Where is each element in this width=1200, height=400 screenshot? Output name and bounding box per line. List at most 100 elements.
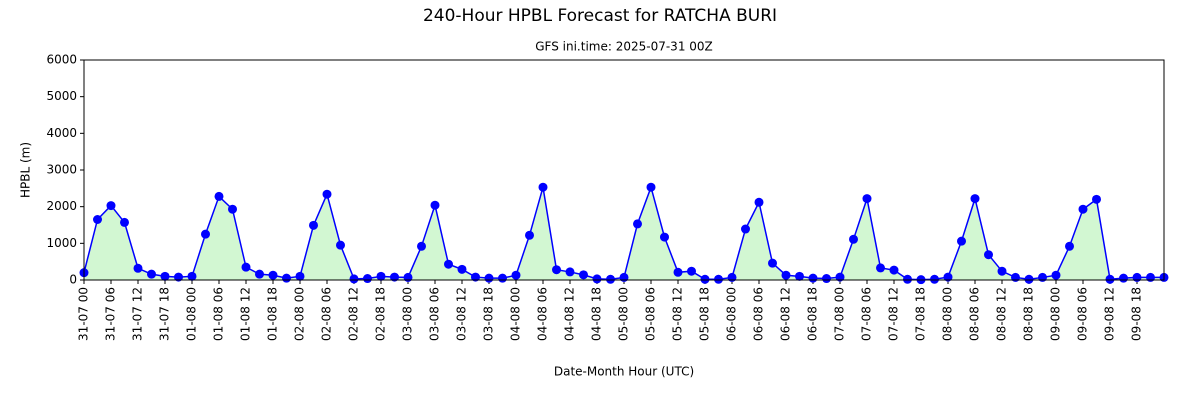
marker <box>673 267 683 277</box>
marker <box>903 274 912 284</box>
marker <box>1024 274 1034 284</box>
marker <box>403 272 413 282</box>
marker <box>1078 204 1088 214</box>
x-tick-label: 01-08 06 <box>212 287 226 341</box>
marker <box>768 258 777 268</box>
marker <box>295 271 305 281</box>
marker <box>444 259 453 269</box>
marker <box>133 263 143 273</box>
marker <box>268 270 278 280</box>
marker <box>228 204 237 214</box>
marker <box>363 274 372 284</box>
plot-frame <box>83 59 1165 281</box>
marker <box>147 269 156 279</box>
marker <box>781 270 791 280</box>
y-axis-label: HPBL (m) <box>19 142 33 198</box>
x-tick-label: 08-08 12 <box>995 287 1009 341</box>
x-tick-label: 04-08 00 <box>509 287 523 341</box>
x-tick-label: 06-08 12 <box>779 287 793 341</box>
x-tick-label: 31-07 12 <box>131 287 145 341</box>
y-tick-label: 0 <box>69 273 77 287</box>
marker <box>579 270 588 280</box>
marker <box>930 274 939 284</box>
x-tick-label: 04-08 06 <box>536 287 550 341</box>
marker <box>457 264 467 274</box>
marker <box>592 274 602 284</box>
marker <box>201 229 210 239</box>
marker <box>93 215 102 224</box>
chart-subtitle: GFS ini.time: 2025-07-31 00Z <box>535 40 713 54</box>
marker <box>876 263 885 273</box>
x-tick-label: 09-08 00 <box>1049 287 1063 341</box>
marker <box>660 232 669 242</box>
marker <box>1065 241 1074 251</box>
marker <box>120 217 129 227</box>
marker <box>525 230 534 240</box>
x-tick-label: 07-08 00 <box>833 287 847 341</box>
marker <box>633 219 642 229</box>
marker <box>957 236 966 246</box>
x-tick-label: 02-08 00 <box>293 287 307 341</box>
x-tick-label: 02-08 06 <box>320 287 334 341</box>
marker <box>808 273 818 283</box>
marker <box>565 267 575 277</box>
marker <box>322 189 332 199</box>
marker <box>835 272 845 282</box>
marker <box>484 273 494 283</box>
marker <box>174 272 183 282</box>
x-tick-label: 04-08 18 <box>590 287 604 341</box>
x-tick-label: 09-08 18 <box>1130 287 1144 341</box>
chart-title: 240-Hour HPBL Forecast for RATCHA BURI <box>423 6 777 26</box>
x-tick-label: 07-08 18 <box>914 287 928 341</box>
marker <box>795 271 804 281</box>
marker <box>349 274 359 284</box>
marker <box>1092 194 1101 204</box>
marker <box>727 272 737 282</box>
x-tick-label: 07-08 06 <box>860 287 874 341</box>
marker <box>943 272 953 282</box>
marker <box>538 182 548 192</box>
marker <box>1119 273 1128 283</box>
marker <box>606 274 615 284</box>
marker <box>376 271 386 281</box>
x-tick-label: 03-08 06 <box>428 287 442 341</box>
marker <box>471 272 480 282</box>
marker <box>889 265 899 275</box>
marker <box>498 273 507 283</box>
x-tick-label: 05-08 00 <box>617 287 631 341</box>
x-tick-label: 31-07 18 <box>158 287 172 341</box>
marker <box>390 272 399 282</box>
marker <box>714 274 723 284</box>
x-tick-label: 06-08 06 <box>752 287 766 341</box>
marker <box>241 262 251 272</box>
y-tick-label: 3000 <box>46 163 77 177</box>
marker <box>997 266 1007 276</box>
x-tick-label: 04-08 12 <box>563 287 577 341</box>
marker <box>849 234 858 244</box>
x-tick-label: 05-08 06 <box>644 287 658 341</box>
x-tick-label: 09-08 06 <box>1076 287 1090 341</box>
x-tick-label: 05-08 18 <box>698 287 712 341</box>
marker <box>741 224 750 234</box>
marker <box>511 270 521 280</box>
marker <box>309 220 318 230</box>
x-axis-label: Date-Month Hour (UTC) <box>554 365 694 379</box>
x-tick-label: 01-08 12 <box>239 287 253 341</box>
x-tick-label: 31-07 00 <box>77 287 91 341</box>
y-tick-label: 5000 <box>46 89 77 103</box>
marker <box>1038 272 1047 282</box>
x-tick-label: 08-08 06 <box>968 287 982 341</box>
x-tick-label: 02-08 12 <box>347 287 361 341</box>
x-tick-label: 09-08 12 <box>1103 287 1117 341</box>
marker <box>214 191 224 201</box>
x-tick-label: 03-08 12 <box>455 287 469 341</box>
marker <box>970 194 980 204</box>
marker <box>106 201 116 211</box>
x-tick-label: 01-08 00 <box>185 287 199 341</box>
marker <box>754 197 764 207</box>
x-tick-label: 31-07 06 <box>104 287 118 341</box>
marker <box>1146 272 1155 282</box>
marker <box>700 274 710 284</box>
x-tick-label: 05-08 12 <box>671 287 685 341</box>
